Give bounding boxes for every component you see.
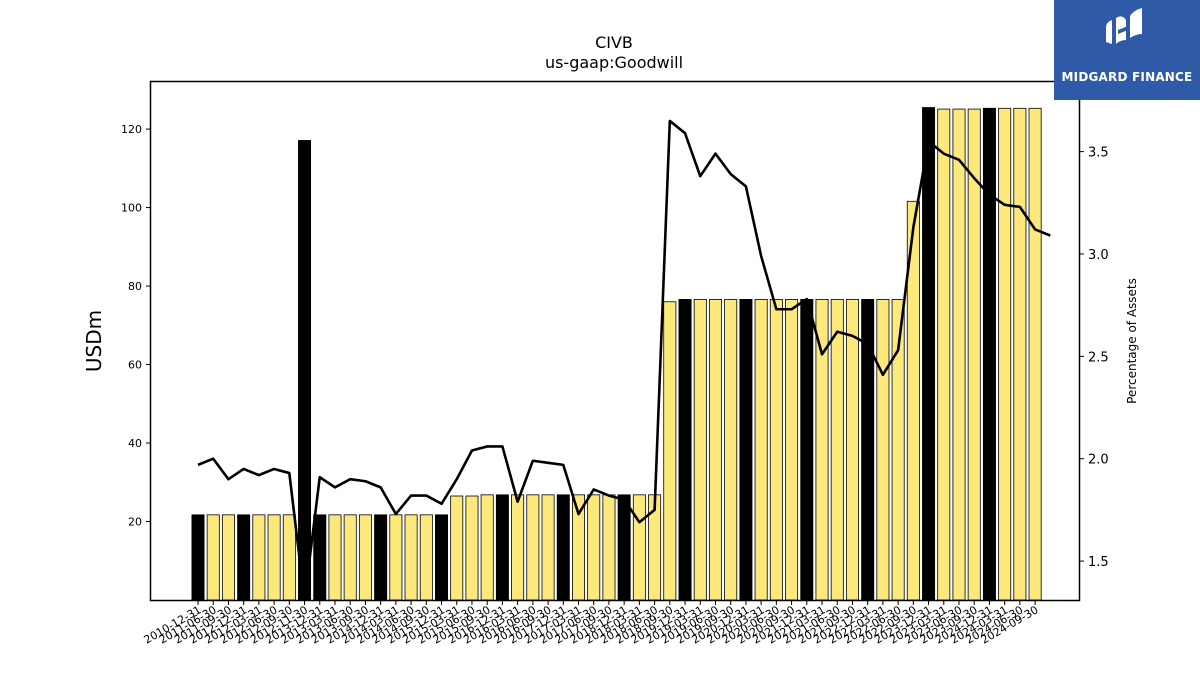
goodwill-bar [313,514,327,601]
y-tick-label: 80 [128,280,142,293]
plot-frame [149,80,1081,602]
goodwill-bar [602,494,616,601]
y-tick-label: 100 [121,202,142,215]
goodwill-bar [221,514,235,601]
y2-axis-label: Percentage of Assets [1125,278,1139,404]
goodwill-bar [450,495,464,601]
midgard-finance-logo: MIDGARD FINANCE [1054,0,1200,100]
y-axis-ticks: 20 40 60 80 100 120 [121,123,151,529]
pct-of-assets-line [197,119,1051,602]
y-tick-label: 60 [128,359,142,372]
goodwill-bar [678,298,692,601]
goodwill-bar [708,298,722,601]
goodwill-bar [952,108,966,601]
goodwill-bar [785,298,799,601]
goodwill-bar [435,514,449,601]
goodwill-bar [480,494,494,601]
chart-title: CIVB [595,33,633,52]
goodwill-bar [815,298,829,601]
goodwill-bar [754,298,768,601]
x-axis-ticks: 2010-12-312011-06-302011-09-302012-12-31… [142,600,1041,647]
y2-axis-ticks: 1.5 2.0 2.5 3.0 3.5 [1079,146,1109,570]
goodwill-bar [206,514,220,601]
goodwill-bar [298,140,312,601]
goodwill-bar [465,495,479,601]
goodwill-bar [998,107,1012,601]
goodwill-bar [343,514,357,601]
goodwill-bar [526,494,540,601]
goodwill-bar [769,298,783,601]
goodwill-bar [541,494,555,601]
goodwill-bar [374,514,388,601]
goodwill-bar [1013,107,1027,601]
goodwill-bar [587,494,601,601]
goodwill-bar [1028,107,1042,601]
y2-tick-label: 3.5 [1088,146,1109,161]
goodwill-bar [419,514,433,601]
goodwill-bar [404,514,418,601]
goodwill-bar [267,514,281,601]
goodwill-bar [617,494,631,601]
goodwill-bar [724,298,738,601]
y2-tick-label: 1.5 [1088,555,1109,570]
bar-series [191,107,1042,601]
midgard-emblem-icon [1106,8,1142,44]
y-tick-label: 20 [128,516,142,529]
goodwill-bar [982,107,996,601]
goodwill-bar [389,514,403,601]
y2-tick-label: 2.5 [1088,350,1109,365]
goodwill-bar [845,298,859,601]
goodwill-bar [800,298,814,601]
goodwill-bar [937,108,951,601]
chart-subtitle: us-gaap:Goodwill [545,53,683,72]
y-tick-label: 40 [128,437,142,450]
goodwill-bar [663,301,677,601]
goodwill-bar [358,514,372,601]
goodwill-bar [922,107,936,601]
y-axis-label: USDm [82,310,106,372]
y2-tick-label: 3.0 [1088,248,1109,263]
goodwill-bar [693,298,707,601]
goodwill-bar [237,514,251,601]
pct-of-assets-series [197,119,1051,602]
goodwill-bar [830,298,844,601]
goodwill-bar [282,514,296,601]
brand-name: MIDGARD FINANCE [1061,70,1193,84]
goodwill-bar [328,514,342,601]
goodwill-bar [495,494,509,601]
goodwill-bar [252,514,266,601]
goodwill-bar [511,494,525,601]
goodwill-bar [556,494,570,601]
y-tick-label: 120 [121,123,142,136]
goodwill-bar [739,298,753,601]
goodwill-bar [191,514,205,601]
y2-tick-label: 2.0 [1088,453,1109,468]
goodwill-bar [876,298,890,601]
goodwill-bar [632,494,646,601]
